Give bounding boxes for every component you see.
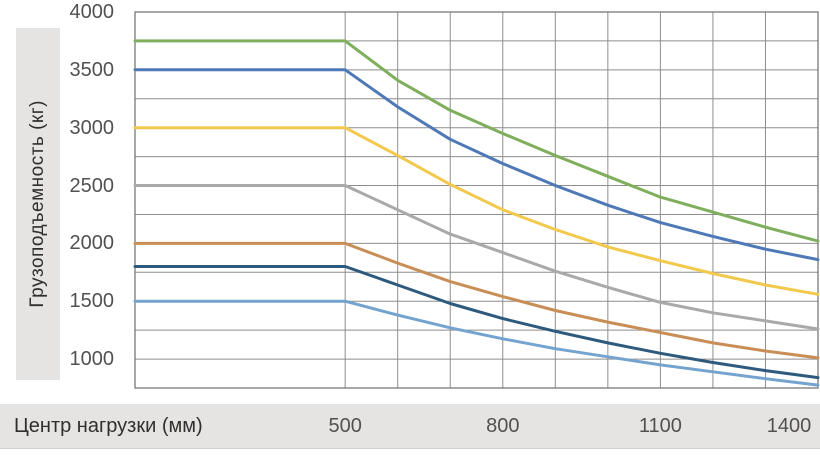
- series-line-3750-кг: [133, 39, 820, 243]
- x-tick-label: 1100: [638, 415, 682, 437]
- x-tick-label: 800: [486, 415, 520, 437]
- x-tick-label: 1400: [766, 415, 812, 437]
- series-line-3500-кг: [133, 68, 820, 262]
- series-line-1800-кг: [133, 265, 820, 380]
- series-line-2000-кг: [133, 241, 820, 360]
- y-tick-label: 1000: [69, 348, 115, 371]
- y-axis-title: Грузоподъемность (кг): [27, 100, 48, 308]
- series-line-3000-кг: [133, 126, 820, 296]
- y-tick-label: 2000: [69, 232, 115, 255]
- series-line-1500-кг: [133, 299, 820, 387]
- x-axis-strip: Центр нагрузки (мм) 500 800 1100 1400: [0, 404, 820, 449]
- x-axis-title: Центр нагрузки (мм): [14, 415, 203, 437]
- x-tick-label: 500: [328, 415, 362, 437]
- plot-border: [134, 11, 819, 389]
- y-tick-label: 2500: [69, 174, 115, 197]
- series-line-2500-кг: [133, 184, 820, 331]
- y-tick-label: 3000: [69, 116, 115, 139]
- y-tick-label: 4000: [69, 1, 115, 23]
- y-axis-title-strip: Грузоподъемность (кг): [16, 28, 60, 380]
- chart-plot-area: [133, 11, 820, 389]
- y-tick-label: 3500: [69, 58, 115, 81]
- y-tick-label: 1500: [69, 290, 115, 313]
